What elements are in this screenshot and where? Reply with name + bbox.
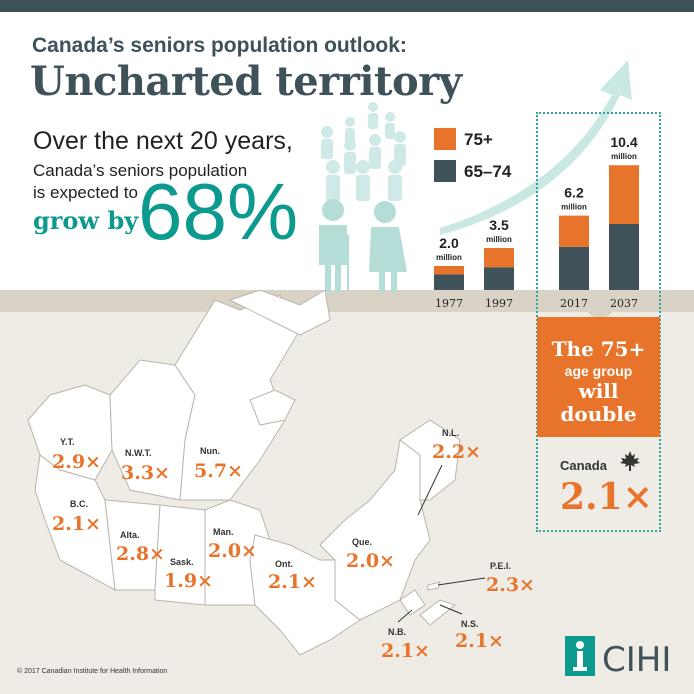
province-name-ns: N.S. (461, 619, 479, 629)
bar-total-label-2017: 6.2 (564, 185, 584, 201)
canada-label: Canada (560, 458, 607, 473)
province-value-bc: 2.1× (52, 513, 101, 535)
bar-2037-65-74 (609, 224, 639, 290)
bar-1977-75plus (434, 266, 464, 275)
province-value-nb: 2.1× (381, 640, 430, 662)
bar-1997-65-74 (484, 267, 514, 290)
top-bar (0, 0, 694, 12)
province-value-sask: 1.9× (164, 570, 213, 592)
bar-unit-label-1997: million (486, 235, 512, 244)
province-value-nwt: 3.3× (121, 462, 170, 484)
x-tick-label-1997: 1997 (485, 297, 513, 310)
province-value-pei: 2.3× (486, 574, 535, 596)
callout-line-3: will (578, 379, 619, 403)
province-value-man: 2.0× (208, 540, 257, 562)
legend-label-65: 65–74 (464, 162, 512, 181)
intro-line-2: Canada’s seniors population (33, 161, 248, 180)
bar-2037-75plus (609, 165, 639, 224)
grow-label: grow by (33, 206, 139, 235)
cihi-logo-text: CIHI (602, 640, 672, 680)
callout-line-1: The 75+ (551, 337, 646, 361)
bar-1997-75plus (484, 248, 514, 268)
province-name-man: Man. (213, 527, 234, 537)
province-name-nwt: N.W.T. (125, 448, 152, 458)
x-tick-label-1977: 1977 (435, 297, 463, 310)
province-name-bc: B.C. (70, 499, 88, 509)
x-tick-label-2037: 2037 (610, 297, 638, 310)
growth-percent: 68% (138, 167, 299, 256)
bar-total-label-1977: 2.0 (439, 235, 459, 251)
x-tick-label-2017: 2017 (560, 297, 588, 310)
legend-swatch-75 (434, 128, 456, 150)
title-line-1: Canada’s seniors population outlook: (32, 34, 407, 57)
bar-unit-label-1977: million (436, 253, 462, 262)
bar-2017-75plus (559, 215, 589, 247)
legend-swatch-65 (434, 160, 456, 182)
copyright-text: © 2017 Canadian Institute for Health Inf… (17, 668, 168, 675)
intro-line-1: Over the next 20 years, (33, 127, 293, 155)
province-name-sask: Sask. (170, 557, 194, 567)
bar-unit-label-2017: million (561, 203, 587, 212)
province-value-yt: 2.9× (52, 451, 101, 473)
legend-label-75: 75+ (464, 130, 493, 149)
province-value-ont: 2.1× (268, 571, 317, 593)
population-bar-chart: 2.0 million 1977 3.5 million 1997 6.2 million 20… (434, 134, 639, 310)
divider-band (0, 290, 694, 312)
growth-arrow-icon (440, 60, 632, 235)
title-line-2: Uncharted territory (30, 58, 462, 105)
province-value-nl: 2.2× (432, 441, 481, 463)
province-name-nl: N.L. (442, 428, 459, 438)
maple-leaf-icon (620, 451, 640, 471)
province-name-alta: Alta. (120, 530, 140, 540)
province-name-nb: N.B. (388, 627, 406, 637)
bar-total-label-1997: 3.5 (489, 217, 509, 233)
province-value-alta: 2.8× (116, 543, 165, 565)
bar-1977-65-74 (434, 274, 464, 290)
bar-unit-label-2037: million (611, 152, 637, 161)
callout-box: The 75+ age group will double (537, 317, 660, 437)
bar-total-label-2037: 10.4 (610, 134, 637, 150)
callout-line-4: double (560, 402, 637, 426)
province-value-nun: 5.7× (194, 460, 243, 482)
canada-value: 2.1× (560, 476, 653, 518)
province-value-que: 2.0× (346, 550, 395, 572)
seniors-silhouettes-icon (319, 102, 407, 293)
province-value-ns: 2.1× (455, 630, 504, 652)
callout-line-2: age group (564, 363, 633, 379)
province-name-que: Que. (352, 537, 373, 547)
province-name-yt: Y.T. (60, 437, 75, 447)
province-name-pei: P.E.I. (490, 561, 511, 571)
intro-line-3: is expected to (33, 183, 138, 202)
bar-2017-65-74 (559, 246, 589, 290)
cihi-logo-icon (565, 636, 595, 676)
province-name-nun: Nun. (200, 446, 220, 456)
province-name-ont: Ont. (275, 559, 293, 569)
